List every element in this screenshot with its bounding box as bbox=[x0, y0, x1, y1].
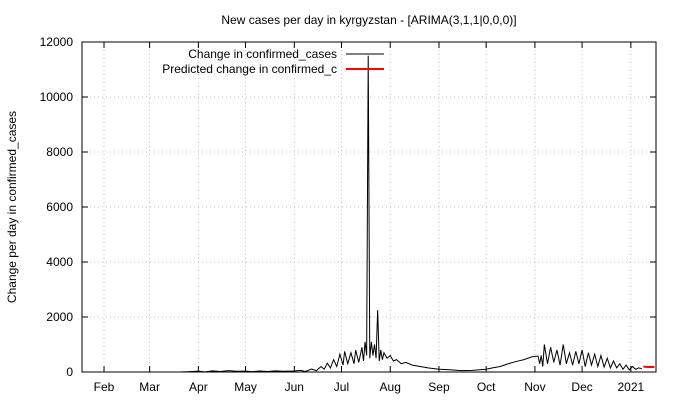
x-tick-label: Mar bbox=[139, 380, 160, 394]
series-layer bbox=[179, 55, 655, 373]
y-tick-label: 0 bbox=[66, 365, 73, 379]
x-tick-label: Feb bbox=[94, 380, 115, 394]
legend-label-confirmed: Change in confirmed_cases bbox=[188, 47, 337, 61]
x-tick-label: Aug bbox=[380, 380, 401, 394]
tick-layer: 0 2000 4000 6000 8000 10000 12000 Feb Mar Apr May J… bbox=[40, 35, 656, 394]
x-tick-label: Jul bbox=[334, 380, 349, 394]
series-line-predicted bbox=[643, 365, 655, 369]
legend: Change in confirmed_cases Predicted chan… bbox=[162, 47, 384, 76]
x-tick-label: Nov bbox=[524, 380, 545, 394]
y-tick-label: 10000 bbox=[40, 90, 74, 104]
y-tick-label: 6000 bbox=[46, 200, 73, 214]
y-tick-label: 12000 bbox=[40, 35, 74, 49]
x-tick-label: 2021 bbox=[617, 380, 644, 394]
x-tick-label: May bbox=[234, 380, 257, 394]
x-tick-label: Dec bbox=[571, 380, 592, 394]
x-tick-label: Oct bbox=[477, 380, 496, 394]
y-tick-label: 4000 bbox=[46, 255, 73, 269]
y-tick-label: 8000 bbox=[46, 145, 73, 159]
y-axis-label: Change per day in confirmed_cases bbox=[5, 111, 19, 303]
chart-title: New cases per day in kyrgyzstan - [ARIMA… bbox=[221, 13, 516, 27]
x-tick-label: Sep bbox=[428, 380, 450, 394]
x-tick-label: Apr bbox=[189, 380, 208, 394]
y-tick-label: 2000 bbox=[46, 310, 73, 324]
legend-label-predicted: Predicted change in confirmed_c bbox=[162, 62, 337, 76]
series-line-confirmed bbox=[179, 55, 642, 373]
x-tick-label: Jun bbox=[285, 380, 304, 394]
